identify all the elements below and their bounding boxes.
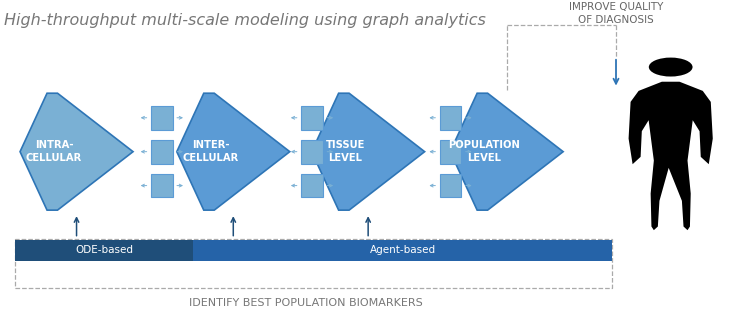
Polygon shape (176, 93, 290, 210)
Text: TISSUE
LEVEL: TISSUE LEVEL (326, 141, 365, 163)
Text: IDENTIFY BEST POPULATION BIOMARKERS: IDENTIFY BEST POPULATION BIOMARKERS (190, 298, 423, 308)
Bar (301, 174, 323, 198)
Text: INTRA-
CELLULAR: INTRA- CELLULAR (26, 141, 82, 163)
Polygon shape (311, 93, 424, 210)
Bar (301, 140, 323, 164)
Bar (151, 140, 173, 164)
Bar (440, 106, 461, 130)
Text: High-throughput multi-scale modeling using graph analytics: High-throughput multi-scale modeling usi… (4, 13, 486, 28)
Polygon shape (20, 93, 133, 210)
Circle shape (649, 58, 693, 76)
Bar (151, 174, 173, 198)
Bar (440, 140, 461, 164)
Text: POPULATION
LEVEL: POPULATION LEVEL (448, 141, 520, 163)
Text: IMPROVE QUALITY
OF DIAGNOSIS: IMPROVE QUALITY OF DIAGNOSIS (569, 2, 663, 25)
Bar (301, 106, 323, 130)
Bar (15, 239, 612, 288)
Bar (151, 106, 173, 130)
Bar (15, 240, 193, 261)
Bar (440, 174, 461, 198)
Text: Agent-based: Agent-based (370, 246, 436, 255)
Polygon shape (628, 82, 713, 230)
Polygon shape (450, 93, 563, 210)
Text: INTER-
CELLULAR: INTER- CELLULAR (182, 141, 239, 163)
Bar (193, 240, 612, 261)
Text: ODE-based: ODE-based (75, 246, 133, 255)
